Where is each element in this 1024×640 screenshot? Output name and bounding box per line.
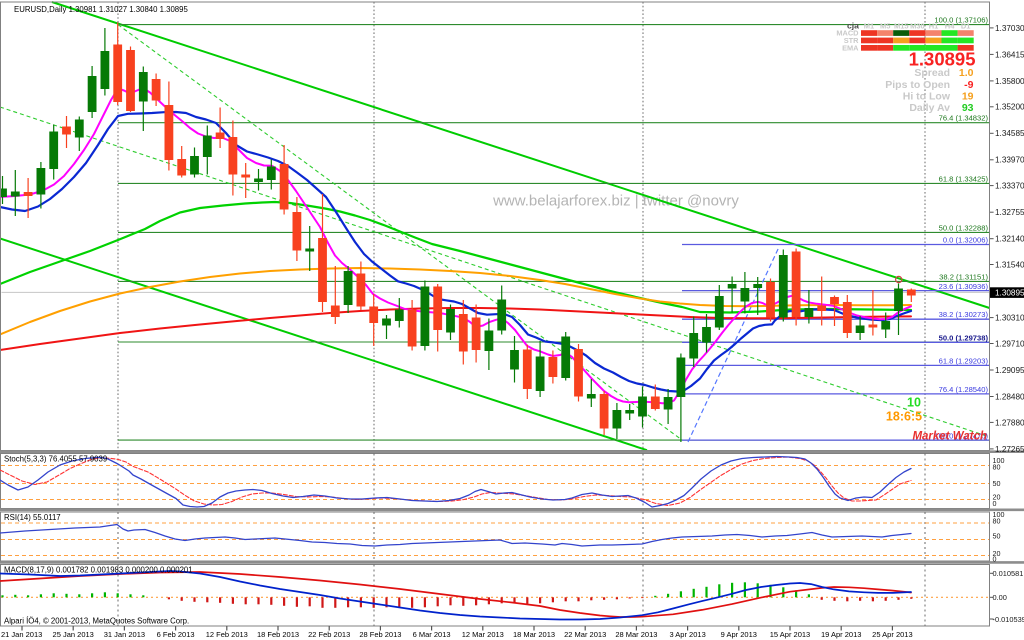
svg-text:0: 0 (993, 555, 997, 564)
svg-text:50: 50 (993, 479, 1001, 488)
svg-text:RSI(14) 55.0117: RSI(14) 55.0117 (4, 513, 61, 522)
svg-text:80: 80 (993, 517, 1001, 526)
svg-text:Stoch(5,3,3) 76.4055 57.9039: Stoch(5,3,3) 76.4055 57.9039 (4, 455, 107, 464)
svg-text:22 Feb 2013: 22 Feb 2013 (308, 630, 350, 639)
svg-text:1.30895: 1.30895 (909, 49, 976, 70)
svg-text:1.37030: 1.37030 (995, 24, 1024, 33)
svg-text:20: 20 (993, 549, 1001, 558)
svg-text:38.2 (1.31151): 38.2 (1.31151) (939, 272, 988, 281)
svg-text:1.35800: 1.35800 (995, 77, 1024, 86)
svg-text:12 Feb 2013: 12 Feb 2013 (206, 630, 248, 639)
svg-text:20: 20 (993, 493, 1001, 502)
svg-text:9 Apr 2013: 9 Apr 2013 (721, 630, 757, 639)
svg-text:Market Watch: Market Watch (912, 431, 987, 443)
svg-text:3 Apr 2013: 3 Apr 2013 (669, 630, 705, 639)
svg-text:Daily Av: Daily Av (909, 102, 950, 114)
svg-text:1.36415: 1.36415 (995, 50, 1024, 59)
svg-text:0.00: 0.00 (993, 593, 1007, 602)
svg-text:1.30310: 1.30310 (995, 314, 1024, 323)
svg-text:1.31540: 1.31540 (995, 260, 1024, 269)
svg-text:STR: STR (844, 36, 859, 45)
svg-text:19: 19 (962, 90, 974, 102)
svg-text:1.33370: 1.33370 (995, 182, 1024, 191)
svg-text:1.28480: 1.28480 (995, 392, 1024, 401)
svg-text:50.0 (1.32288): 50.0 (1.32288) (939, 223, 989, 232)
svg-text:MACD: MACD (836, 29, 859, 38)
svg-text:76.4 (1.34832): 76.4 (1.34832) (939, 114, 989, 123)
svg-text:15 Apr 2013: 15 Apr 2013 (770, 630, 810, 639)
svg-text:1.0: 1.0 (959, 67, 974, 79)
svg-text:6 Feb 2013: 6 Feb 2013 (157, 630, 195, 639)
svg-text:M15: M15 (894, 21, 909, 30)
svg-text:23.6 (1.30936): 23.6 (1.30936) (939, 282, 989, 291)
svg-text:1.29710: 1.29710 (995, 339, 1024, 348)
svg-text:50.0 (1.29738): 50.0 (1.29738) (939, 333, 989, 342)
svg-text:D1: D1 (961, 21, 971, 30)
svg-text:21 Jan 2013: 21 Jan 2013 (1, 630, 42, 639)
svg-text:H1: H1 (929, 21, 939, 30)
svg-text:H4: H4 (945, 21, 955, 30)
svg-text:80: 80 (993, 463, 1001, 472)
svg-text:EMA: EMA (842, 44, 859, 53)
svg-text:38.2 (1.30273): 38.2 (1.30273) (939, 310, 989, 319)
svg-text:18:6:5: 18:6:5 (886, 410, 922, 424)
svg-text:76.4 (1.28540): 76.4 (1.28540) (939, 385, 989, 394)
svg-text:1.35200: 1.35200 (995, 103, 1024, 112)
svg-text:6 Mar 2013: 6 Mar 2013 (413, 630, 451, 639)
svg-text:Pips to Open: Pips to Open (885, 79, 950, 91)
svg-text:EURUSD,Daily 1.30981 1.31027: EURUSD,Daily 1.30981 1.31027 1.30840 1.3… (14, 5, 188, 14)
svg-text:1.27265: 1.27265 (995, 445, 1024, 454)
svg-text:1.33970: 1.33970 (995, 156, 1024, 165)
svg-text:18 Mar 2013: 18 Mar 2013 (513, 630, 555, 639)
svg-text:1.27880: 1.27880 (995, 418, 1024, 427)
svg-text:50: 50 (993, 532, 1001, 541)
svg-text:19 Apr 2013: 19 Apr 2013 (821, 630, 861, 639)
svg-text:1.30895: 1.30895 (995, 289, 1024, 298)
svg-text:25 Jan 2013: 25 Jan 2013 (53, 630, 94, 639)
svg-text:-0.010539: -0.010539 (993, 615, 1024, 624)
svg-text:31 Jan 2013: 31 Jan 2013 (104, 630, 145, 639)
svg-text:18 Feb 2013: 18 Feb 2013 (257, 630, 299, 639)
svg-text:1.32140: 1.32140 (995, 235, 1024, 244)
svg-text:Alpari ÍÖ4, © 2001-2013, MetaQ: Alpari ÍÖ4, © 2001-2013, MetaQuotes Soft… (4, 617, 189, 626)
svg-text:M5: M5 (880, 21, 890, 30)
svg-text:25 Apr 2013: 25 Apr 2013 (872, 630, 912, 639)
svg-text:Hi to Low: Hi to Low (903, 90, 951, 102)
svg-text:100.0 (1.27470): 100.0 (1.27470) (934, 431, 988, 440)
svg-text:-9: -9 (964, 79, 973, 91)
svg-text:0: 0 (993, 499, 997, 508)
svg-text:61.8 (1.29203): 61.8 (1.29203) (939, 356, 989, 365)
svg-text:28 Mar 2013: 28 Mar 2013 (615, 630, 657, 639)
svg-text:12 Mar 2013: 12 Mar 2013 (462, 630, 504, 639)
svg-text:0.0 (1.32006): 0.0 (1.32006) (943, 236, 989, 245)
svg-text:100: 100 (993, 456, 1005, 465)
svg-text:cja: cja (847, 20, 859, 30)
svg-text:Spread: Spread (914, 67, 950, 79)
svg-text:100.0 (1.37106): 100.0 (1.37106) (934, 16, 988, 25)
svg-text:100: 100 (993, 510, 1005, 519)
svg-text:M30: M30 (910, 21, 925, 30)
svg-text:10: 10 (907, 396, 921, 410)
svg-text:1.32755: 1.32755 (995, 208, 1024, 217)
svg-text:93: 93 (962, 102, 974, 114)
svg-text:28 Feb 2013: 28 Feb 2013 (359, 630, 401, 639)
svg-text:1.29095: 1.29095 (995, 366, 1024, 375)
svg-text:www.belajarforex.biz | twitter: www.belajarforex.biz | twitter @novry (492, 192, 739, 209)
svg-text:MACD(8,17,9) 0.001782 0.001983: MACD(8,17,9) 0.001782 0.001983 0.000200 … (4, 566, 193, 575)
svg-text:M1: M1 (864, 21, 874, 30)
svg-text:22 Mar 2013: 22 Mar 2013 (564, 630, 606, 639)
svg-text:61.8 (1.33425): 61.8 (1.33425) (939, 174, 989, 183)
svg-text:0.010581: 0.010581 (993, 569, 1024, 578)
svg-text:1.34585: 1.34585 (995, 129, 1024, 138)
